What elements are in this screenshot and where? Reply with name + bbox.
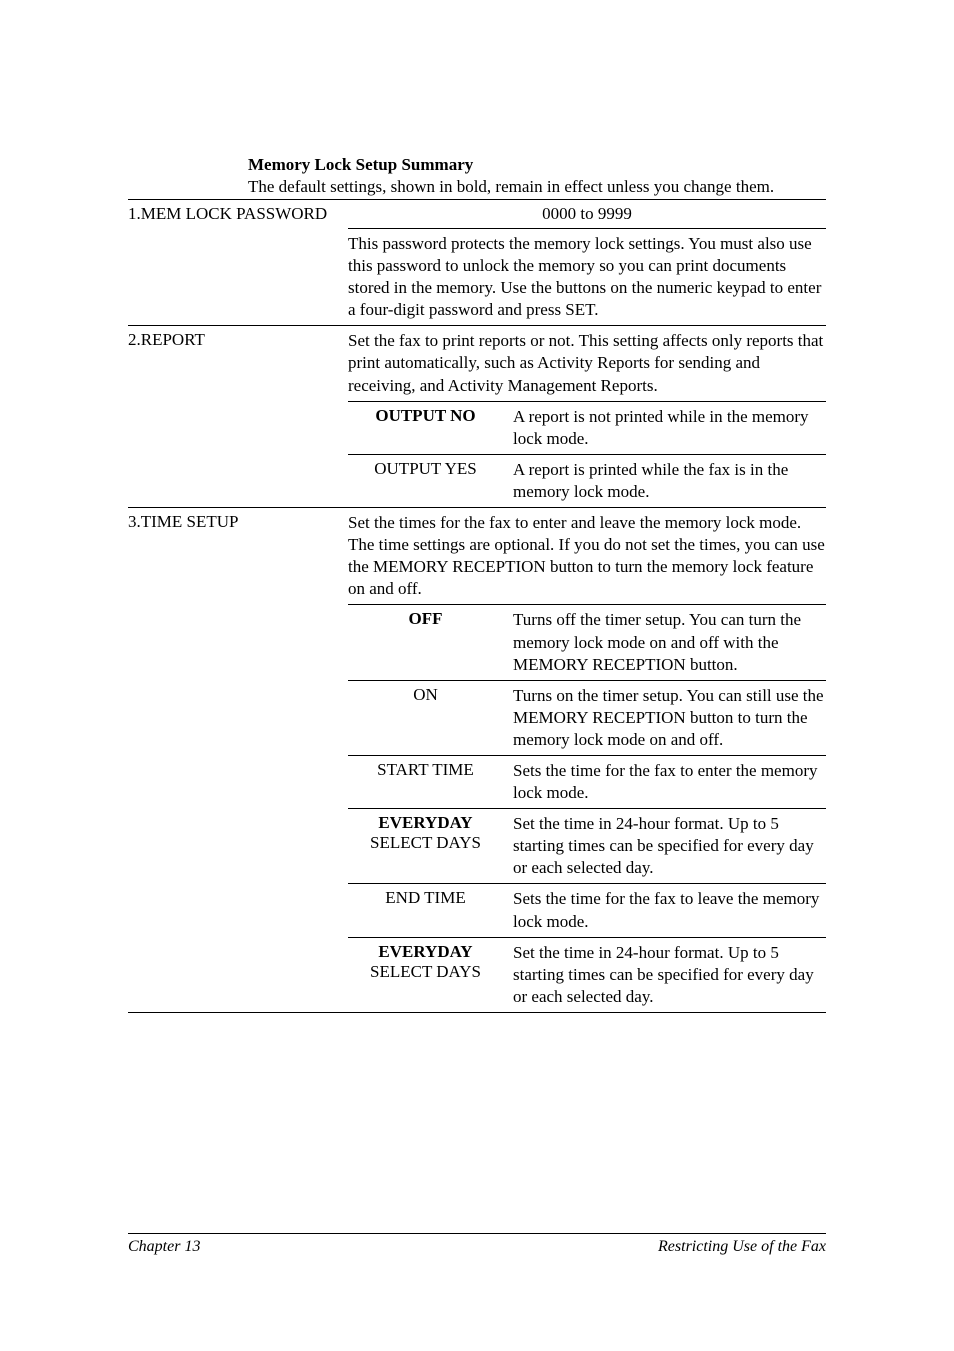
- row3-off-key: OFF: [348, 609, 513, 675]
- row2-right: Set the fax to print reports or not. Thi…: [348, 326, 826, 507]
- row3-start-ed-key2: SELECT DAYS: [348, 833, 503, 853]
- row3-label: 3.TIME SETUP: [128, 508, 348, 1012]
- row2-opt2-key: OUTPUT YES: [348, 459, 513, 503]
- table-row: 3.TIME SETUP Set the times for the fax t…: [128, 507, 826, 1013]
- row3-on: ON Turns on the timer setup. You can sti…: [348, 680, 826, 755]
- row3-off: OFF Turns off the timer setup. You can t…: [348, 604, 826, 679]
- summary-subtitle: The default settings, shown in bold, rem…: [128, 177, 826, 197]
- table-row: 1.MEM LOCK PASSWORD 0000 to 9999 This pa…: [128, 199, 826, 325]
- row3-start-val: Sets the time for the fax to enter the m…: [513, 760, 826, 804]
- row2-label: 2.REPORT: [128, 326, 348, 507]
- row3-on-val: Turns on the timer setup. You can still …: [513, 685, 826, 751]
- row2-opt1: OUTPUT NO A report is not printed while …: [348, 401, 826, 454]
- row2-opt1-val: A report is not printed while in the mem…: [513, 406, 826, 450]
- row3-end-key: END TIME: [348, 888, 513, 932]
- content-area: Memory Lock Setup Summary The default se…: [128, 155, 826, 1013]
- row3-start-ed-val: Set the time in 24-hour format. Up to 5 …: [513, 813, 826, 879]
- row2-opt1-key: OUTPUT NO: [348, 406, 513, 450]
- row3-end-ed: EVERYDAY SELECT DAYS Set the time in 24-…: [348, 937, 826, 1012]
- row3-off-val: Turns off the timer setup. You can turn …: [513, 609, 826, 675]
- row3-start-ed-key1: EVERYDAY: [348, 813, 503, 833]
- row3-desc: Set the times for the fax to enter and l…: [348, 508, 826, 604]
- footer-right: Restricting Use of the Fax: [658, 1238, 826, 1256]
- row3-end-ed-key2: SELECT DAYS: [348, 962, 503, 982]
- row3-end-ed-key: EVERYDAY SELECT DAYS: [348, 942, 513, 1008]
- row3-end-ed-val: Set the time in 24-hour format. Up to 5 …: [513, 942, 826, 1008]
- summary-title: Memory Lock Setup Summary: [128, 155, 826, 175]
- footer-left: Chapter 13: [128, 1238, 200, 1256]
- row2-desc: Set the fax to print reports or not. Thi…: [348, 326, 826, 400]
- row3-right: Set the times for the fax to enter and l…: [348, 508, 826, 1012]
- row1-desc: This password protects the memory lock s…: [348, 228, 826, 325]
- row2-opt2-val: A report is printed while the fax is in …: [513, 459, 826, 503]
- row3-start-ed-key: EVERYDAY SELECT DAYS: [348, 813, 513, 879]
- row3-end: END TIME Sets the time for the fax to le…: [348, 883, 826, 936]
- row3-end-val: Sets the time for the fax to leave the m…: [513, 888, 826, 932]
- row3-start: START TIME Sets the time for the fax to …: [348, 755, 826, 808]
- page-footer: Chapter 13 Restricting Use of the Fax: [128, 1233, 826, 1256]
- row1-range: 0000 to 9999: [348, 200, 826, 228]
- row3-start-ed: EVERYDAY SELECT DAYS Set the time in 24-…: [348, 808, 826, 883]
- row1-label: 1.MEM LOCK PASSWORD: [128, 200, 348, 325]
- row3-start-key: START TIME: [348, 760, 513, 804]
- row2-opt2: OUTPUT YES A report is printed while the…: [348, 454, 826, 507]
- row3-end-ed-key1: EVERYDAY: [348, 942, 503, 962]
- row3-on-key: ON: [348, 685, 513, 751]
- row1-right: 0000 to 9999 This password protects the …: [348, 200, 826, 325]
- table-row: 2.REPORT Set the fax to print reports or…: [128, 325, 826, 507]
